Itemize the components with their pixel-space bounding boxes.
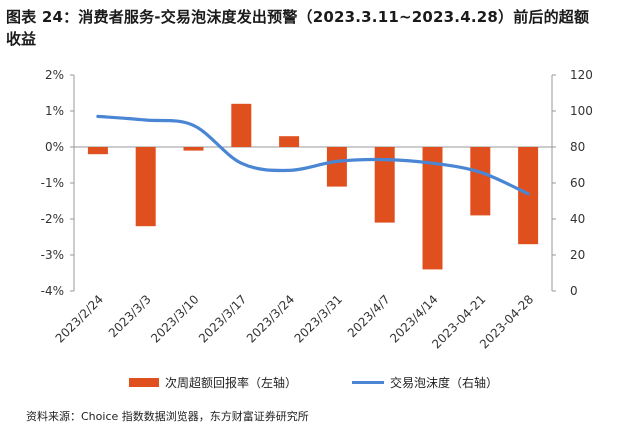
- x-tick-label: 2023/2/24: [53, 292, 106, 345]
- left-tick-label: -4%: [41, 284, 64, 298]
- right-tick-label: 120: [570, 68, 593, 82]
- bar-2023-04-28: [518, 147, 539, 245]
- right-tick-label: 100: [570, 104, 593, 118]
- x-tick-label: 2023/3/24: [244, 292, 297, 345]
- bar-2023/4/14: [422, 147, 443, 270]
- right-tick-label: 40: [570, 212, 585, 226]
- bar-2023/3/31: [326, 147, 347, 187]
- left-axis-ticks: 2% 1% 0% -1% -2% -3% -4%: [41, 68, 74, 298]
- left-tick-label: -2%: [41, 212, 64, 226]
- left-tick-label: -3%: [41, 248, 64, 262]
- right-tick-label: 60: [570, 176, 585, 190]
- left-tick-label: 2%: [45, 68, 64, 82]
- x-axis-ticks: 2023/2/24 2023/3/32023/3/102023/3/172023/…: [53, 292, 537, 351]
- left-tick-label: -1%: [41, 176, 64, 190]
- x-tick-label: 2023/3/17: [196, 292, 249, 345]
- bar-2023/4/7: [374, 147, 395, 223]
- legend-bar-swatch: [129, 378, 159, 387]
- bar-series: [87, 103, 539, 270]
- right-tick-label: 20: [570, 248, 585, 262]
- legend-bar-label: 次周超额回报率（左轴）: [165, 375, 297, 390]
- figure-title: 图表 24：消费者服务-交易泡沫度发出预警（2023.3.11~2023.4.2…: [6, 8, 590, 26]
- legend: 次周超额回报率（左轴） 交易泡沫度（右轴）: [129, 375, 498, 390]
- legend-line-label: 交易泡沫度（右轴）: [390, 375, 498, 390]
- line-series: [96, 114, 530, 196]
- right-axis-ticks: 120 100 80 60 40 20 0: [552, 68, 593, 298]
- x-tick-label: 2023/3/10: [148, 292, 201, 345]
- right-tick-label: 0: [570, 284, 578, 298]
- bar-2023-04-21: [470, 147, 491, 216]
- source-note: 资料来源：Choice 指数数据浏览器，东方财富证券研究所: [26, 410, 309, 423]
- figure-title-continued: 收益: [6, 30, 37, 48]
- left-tick-label: 0%: [45, 140, 64, 154]
- x-tick-label: 2023/3/31: [292, 292, 345, 345]
- bar-2023/3/24: [279, 136, 300, 147]
- x-tick-label: 2023/4/7: [345, 292, 393, 340]
- bar-2023/3/10: [183, 147, 204, 151]
- right-tick-label: 80: [570, 140, 585, 154]
- bar-2023/3/3: [135, 147, 156, 227]
- bar-2023/2/24: [87, 147, 108, 155]
- x-tick-label: 2023/3/3: [106, 292, 154, 340]
- bar-2023/3/17: [231, 103, 252, 147]
- left-tick-label: 1%: [45, 104, 64, 118]
- bubble-degree-line: [96, 114, 530, 196]
